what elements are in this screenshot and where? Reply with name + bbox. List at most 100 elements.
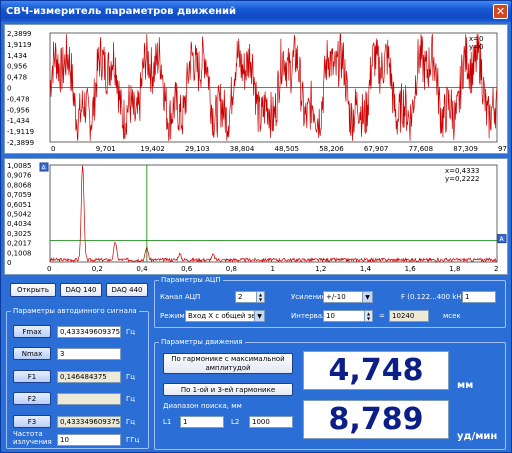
- mode-label: Режим: [160, 312, 185, 320]
- gain-value: +/-10: [326, 293, 346, 301]
- cursor-y-readout: y=0,2222: [445, 175, 480, 183]
- plot-frame: [49, 164, 498, 263]
- mode-select[interactable]: Вход X с общей зем ▼: [185, 310, 265, 322]
- autodyne-group-title: Параметры автодинного сигнала: [11, 307, 139, 316]
- f2-unit: Гц: [126, 395, 136, 403]
- f2-button[interactable]: F2: [13, 392, 51, 405]
- adc-group-title: Параметры АЦП: [159, 276, 223, 285]
- frequency-field[interactable]: 10: [57, 434, 121, 446]
- sample-rate-field[interactable]: 1: [462, 291, 496, 303]
- cursor-x-readout: x=0,4333: [445, 167, 480, 175]
- autodyne-group: Параметры автодинного сигнала Fmax 0,433…: [6, 307, 149, 449]
- open-button[interactable]: Открыть: [10, 283, 56, 297]
- f1-field: 0,146484375: [57, 371, 121, 383]
- search-range-label: Диапазон поиска, мм: [163, 402, 242, 410]
- legend-x: x=0: [469, 35, 483, 43]
- f1-unit: Гц: [126, 373, 136, 381]
- x-tick-label: 48,505: [275, 145, 300, 153]
- sample-rate-label: F (0.122...400 kHz): [401, 293, 469, 301]
- y-tick-label: 0: [7, 85, 11, 93]
- f1-button[interactable]: F1: [13, 370, 51, 383]
- x-tick-label: 0,2: [92, 265, 103, 273]
- fmax-button[interactable]: Fmax: [13, 325, 51, 338]
- x-tick-label: 1,6: [405, 265, 417, 273]
- displacement-value: 4,748: [303, 351, 449, 390]
- spectrum-plot[interactable]: 1,0085 0,9076 0,8068 0,7059 0,6051 0,5042 0,40…: [4, 158, 508, 275]
- signal-plot[interactable]: 2,3899 1,9119 1,434 0,956 0,478 0 -0,478 -0,956…: [4, 24, 508, 154]
- x-tick-label: 1: [271, 265, 275, 273]
- legend-y: y=0: [469, 43, 483, 51]
- chevron-down-icon[interactable]: ▼: [362, 292, 372, 302]
- window-title: СВЧ-измеритель параметров движений: [6, 6, 237, 17]
- y-tick-label: 0,8068: [7, 181, 32, 189]
- x-tick-label: 2: [494, 265, 498, 273]
- harmonic-1-3-button[interactable]: По 1-ой и 3-ей гармонике: [163, 383, 293, 396]
- a-marker-top[interactable]: [39, 162, 49, 172]
- interval-unit: мсек: [443, 312, 461, 320]
- title-bar: СВЧ-измеритель параметров движений ✕: [1, 1, 511, 22]
- signal-plot-canvas: 2,3899 1,9119 1,434 0,956 0,478 0 -0,478 -0,956…: [7, 30, 507, 153]
- spectrum-trace: [49, 165, 498, 263]
- interval-result-field: 10240: [389, 310, 429, 322]
- x-tick-label: 0: [47, 265, 51, 273]
- y-tick-label: 0,9076: [7, 172, 32, 180]
- interval-value: 10: [326, 312, 335, 320]
- spinner-arrows-icon[interactable]: ▲ ▼: [364, 311, 372, 321]
- spinner-arrows-icon[interactable]: ▲ ▼: [256, 292, 264, 302]
- a-marker-right[interactable]: [497, 234, 507, 244]
- x-tick-label: 1,2: [315, 265, 326, 273]
- x-tick-label: 0,6: [181, 265, 193, 273]
- y-tick-label: 0,2017: [7, 240, 32, 248]
- y-tick-label: -0,478: [7, 95, 30, 103]
- l1-label: L1: [163, 418, 172, 426]
- x-tick-label: 1,8: [449, 265, 460, 273]
- y-tick-label: 0,4034: [7, 220, 32, 228]
- y-tick-label: 0,478: [7, 74, 27, 82]
- chevron-down-icon[interactable]: ▼: [254, 311, 264, 321]
- l2-field[interactable]: 1000: [249, 416, 293, 428]
- close-button[interactable]: ✕: [493, 4, 508, 19]
- y-tick-label: 0: [7, 259, 11, 267]
- motion-group: Параметры движения По гармонике с максим…: [154, 338, 506, 450]
- y-tick-label: 1,9119: [7, 41, 32, 49]
- f3-button[interactable]: F3: [13, 415, 51, 428]
- frequency-label: Частота излучения: [13, 430, 52, 446]
- x-tick-label: 1,4: [360, 265, 372, 273]
- motion-group-title: Параметры движения: [159, 338, 245, 347]
- y-tick-label: 1,434: [7, 52, 28, 60]
- y-tick-label: 2,3899: [7, 30, 32, 38]
- max-harmonic-button[interactable]: По гармонике с максимальной амплитудой: [163, 353, 293, 374]
- y-tick-label: -1,9119: [7, 128, 34, 136]
- f3-unit: Гц: [126, 418, 136, 426]
- adc-channel-spinner[interactable]: 2 ▲ ▼: [235, 291, 265, 303]
- adc-group: Параметры АЦП Канал АЦП 2 ▲ ▼ Усиление +/…: [154, 276, 506, 328]
- interval-spinner[interactable]: 10 ▲ ▼: [323, 310, 373, 322]
- nmax-button[interactable]: Nmax: [13, 347, 51, 360]
- nmax-field[interactable]: 3: [57, 348, 121, 360]
- daq140-button[interactable]: DAQ 140: [60, 283, 102, 297]
- displacement-unit: мм: [457, 380, 474, 391]
- y-tick-label: 0,956: [7, 63, 28, 71]
- signal-trace: [49, 33, 498, 141]
- l1-field[interactable]: 1: [180, 416, 224, 428]
- fmax-unit: Гц: [126, 328, 136, 336]
- x-tick-label: 67,907: [364, 145, 389, 153]
- x-tick-label: 0,4: [136, 265, 148, 273]
- y-tick-label: 0,5042: [7, 211, 32, 219]
- daq440-button[interactable]: DAQ 440: [106, 283, 148, 297]
- rate-unit: уд/мин: [457, 431, 498, 442]
- y-tick-label: -0,956: [7, 106, 30, 114]
- gain-select[interactable]: +/-10 ▼: [323, 291, 373, 303]
- rate-value: 8,789: [303, 400, 449, 439]
- y-tick-label: 0,3025: [7, 230, 32, 238]
- gain-label: Усиление: [291, 293, 326, 301]
- x-tick-label: 19,402: [140, 145, 165, 153]
- y-tick-label: 0,7059: [7, 191, 32, 199]
- mode-value: Вход X с общей зем: [188, 312, 261, 320]
- x-tick-label: 38,804: [230, 145, 255, 153]
- fmax-field[interactable]: 0,433349609375: [57, 326, 121, 338]
- x-tick-label: 77,608: [409, 145, 434, 153]
- x-tick-label: 29,103: [185, 145, 210, 153]
- y-tick-label: -1,434: [7, 117, 30, 125]
